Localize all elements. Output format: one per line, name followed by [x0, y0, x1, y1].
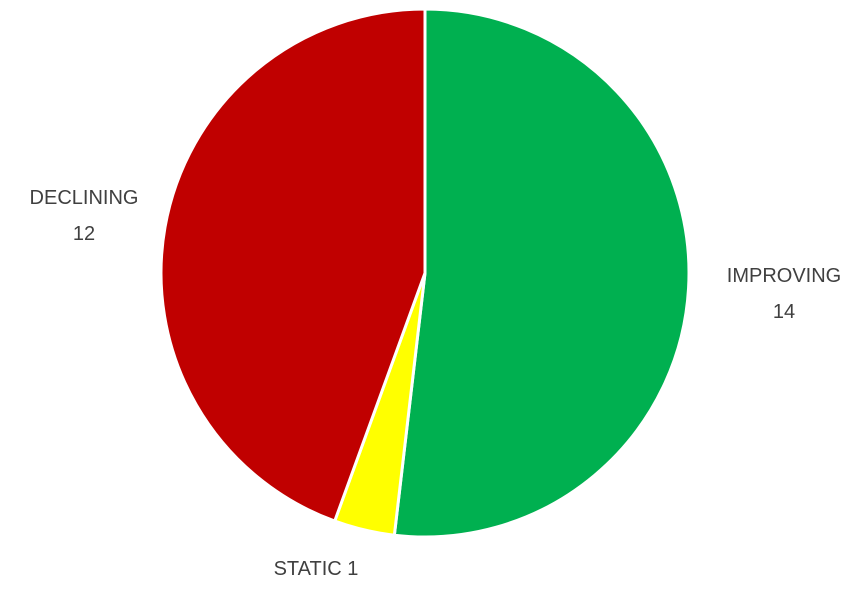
data-label-declining-value: 12	[73, 223, 95, 245]
pie-data-labels: IMPROVING 14 STATIC 1 DECLINING 12	[30, 187, 842, 580]
data-label-improving-category: IMPROVING	[727, 265, 841, 287]
data-label-static: STATIC 1	[274, 558, 359, 580]
pie-slices	[159, 7, 691, 539]
pie-slice-declining	[159, 7, 427, 523]
data-label-improving-value: 14	[773, 301, 795, 323]
pie-slice-improving	[392, 7, 691, 539]
data-label-declining-category: DECLINING	[30, 187, 139, 209]
